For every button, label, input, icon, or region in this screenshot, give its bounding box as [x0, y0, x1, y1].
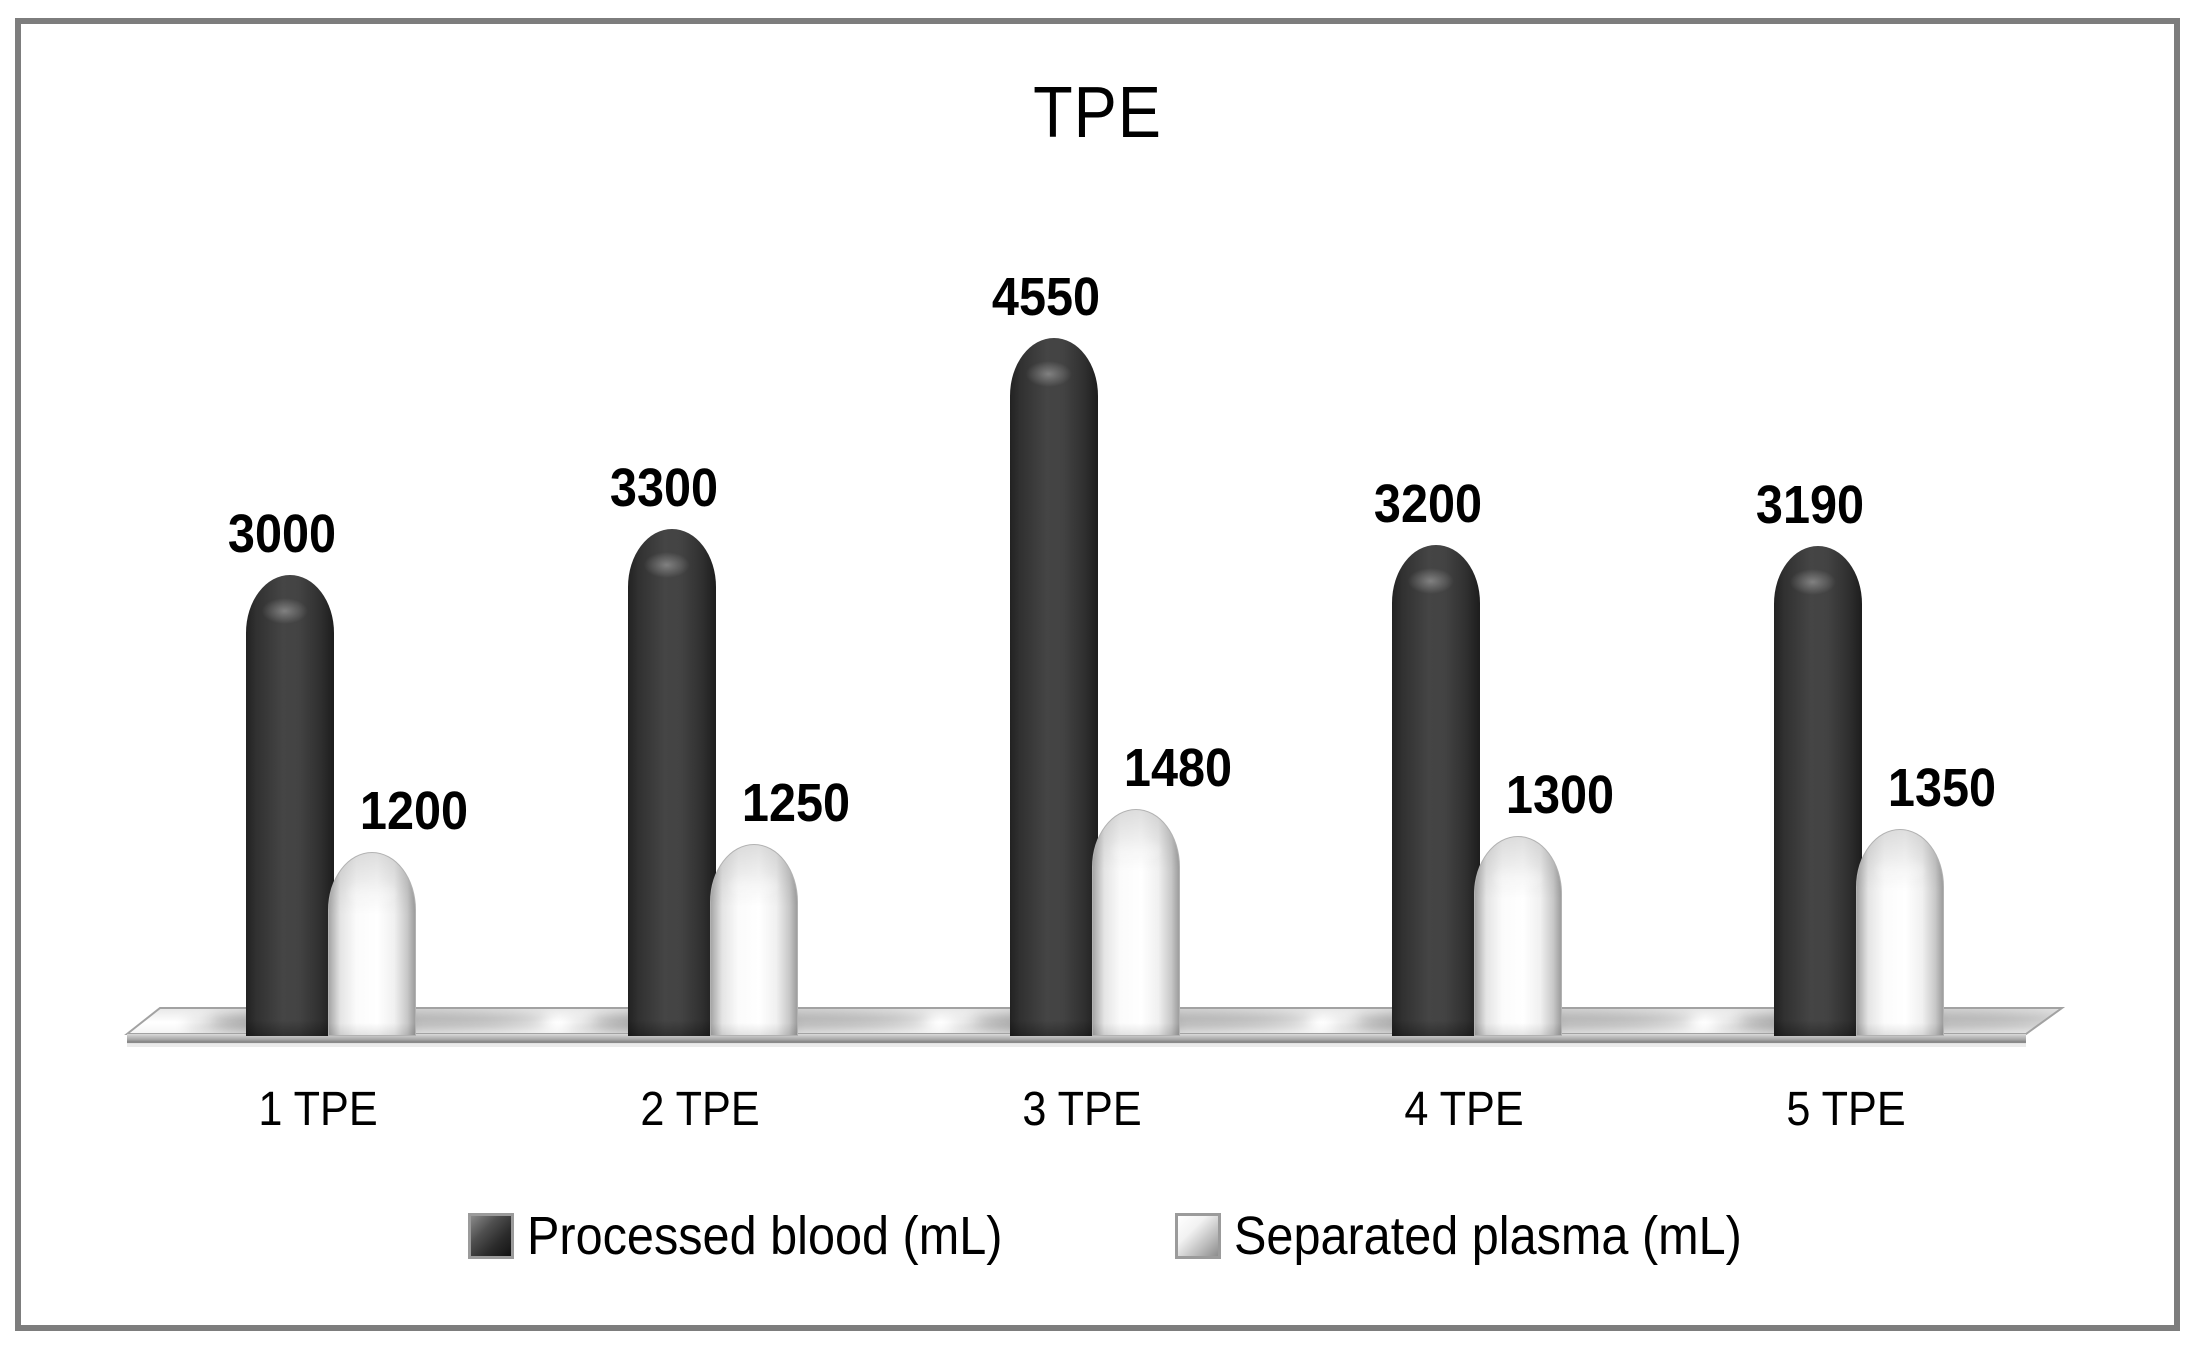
category-label-1-tpe: 1 TPE	[258, 1083, 378, 1136]
value-label-separated-plasma-ml-2-tpe: 1250	[741, 773, 851, 833]
legend-swatch-separated-plasma-icon	[1175, 1213, 1221, 1259]
chart-title: TPE	[1033, 73, 1162, 153]
floor-drop-shadow	[127, 1043, 2026, 1047]
bar-processed-blood-ml-1-tpe	[246, 575, 334, 1036]
bar-processed-blood-ml-5-tpe	[1774, 546, 1862, 1036]
bar-processed-blood-ml-2-tpe	[628, 529, 716, 1036]
legend-swatch-processed-blood-icon	[468, 1213, 514, 1259]
category-label-2-tpe: 2 TPE	[640, 1083, 760, 1136]
value-label-processed-blood-ml-3-tpe: 4550	[991, 267, 1101, 327]
bar-processed-blood-ml-3-tpe	[1010, 338, 1098, 1036]
floor-front-face	[127, 1034, 2026, 1042]
category-label-3-tpe: 3 TPE	[1022, 1083, 1142, 1136]
bar-processed-blood-ml-4-tpe	[1392, 545, 1480, 1036]
legend-label-separated-plasma: Separated plasma (mL)	[1234, 1206, 1742, 1266]
bar-separated-plasma-ml-4-tpe	[1474, 836, 1562, 1036]
chart-frame	[15, 18, 2180, 1331]
bar-separated-plasma-ml-5-tpe	[1856, 829, 1944, 1036]
value-label-processed-blood-ml-2-tpe: 3300	[609, 458, 719, 518]
legend-item-processed-blood: Processed blood (mL)	[468, 1206, 1055, 1266]
value-label-separated-plasma-ml-5-tpe: 1350	[1887, 758, 1997, 818]
value-label-separated-plasma-ml-4-tpe: 1300	[1505, 765, 1615, 825]
legend-item-separated-plasma: Separated plasma (mL)	[1175, 1206, 1798, 1266]
category-label-5-tpe: 5 TPE	[1786, 1083, 1906, 1136]
legend-label-processed-blood: Processed blood (mL)	[527, 1206, 1003, 1266]
value-label-processed-blood-ml-1-tpe: 3000	[227, 504, 337, 564]
value-label-separated-plasma-ml-3-tpe: 1480	[1123, 738, 1233, 798]
value-label-processed-blood-ml-5-tpe: 3190	[1755, 475, 1865, 535]
bar-separated-plasma-ml-1-tpe	[328, 852, 416, 1036]
category-label-4-tpe: 4 TPE	[1404, 1083, 1524, 1136]
bar-separated-plasma-ml-3-tpe	[1092, 809, 1180, 1036]
value-label-processed-blood-ml-4-tpe: 3200	[1373, 474, 1483, 534]
bar-separated-plasma-ml-2-tpe	[710, 844, 798, 1036]
value-label-separated-plasma-ml-1-tpe: 1200	[359, 781, 469, 841]
